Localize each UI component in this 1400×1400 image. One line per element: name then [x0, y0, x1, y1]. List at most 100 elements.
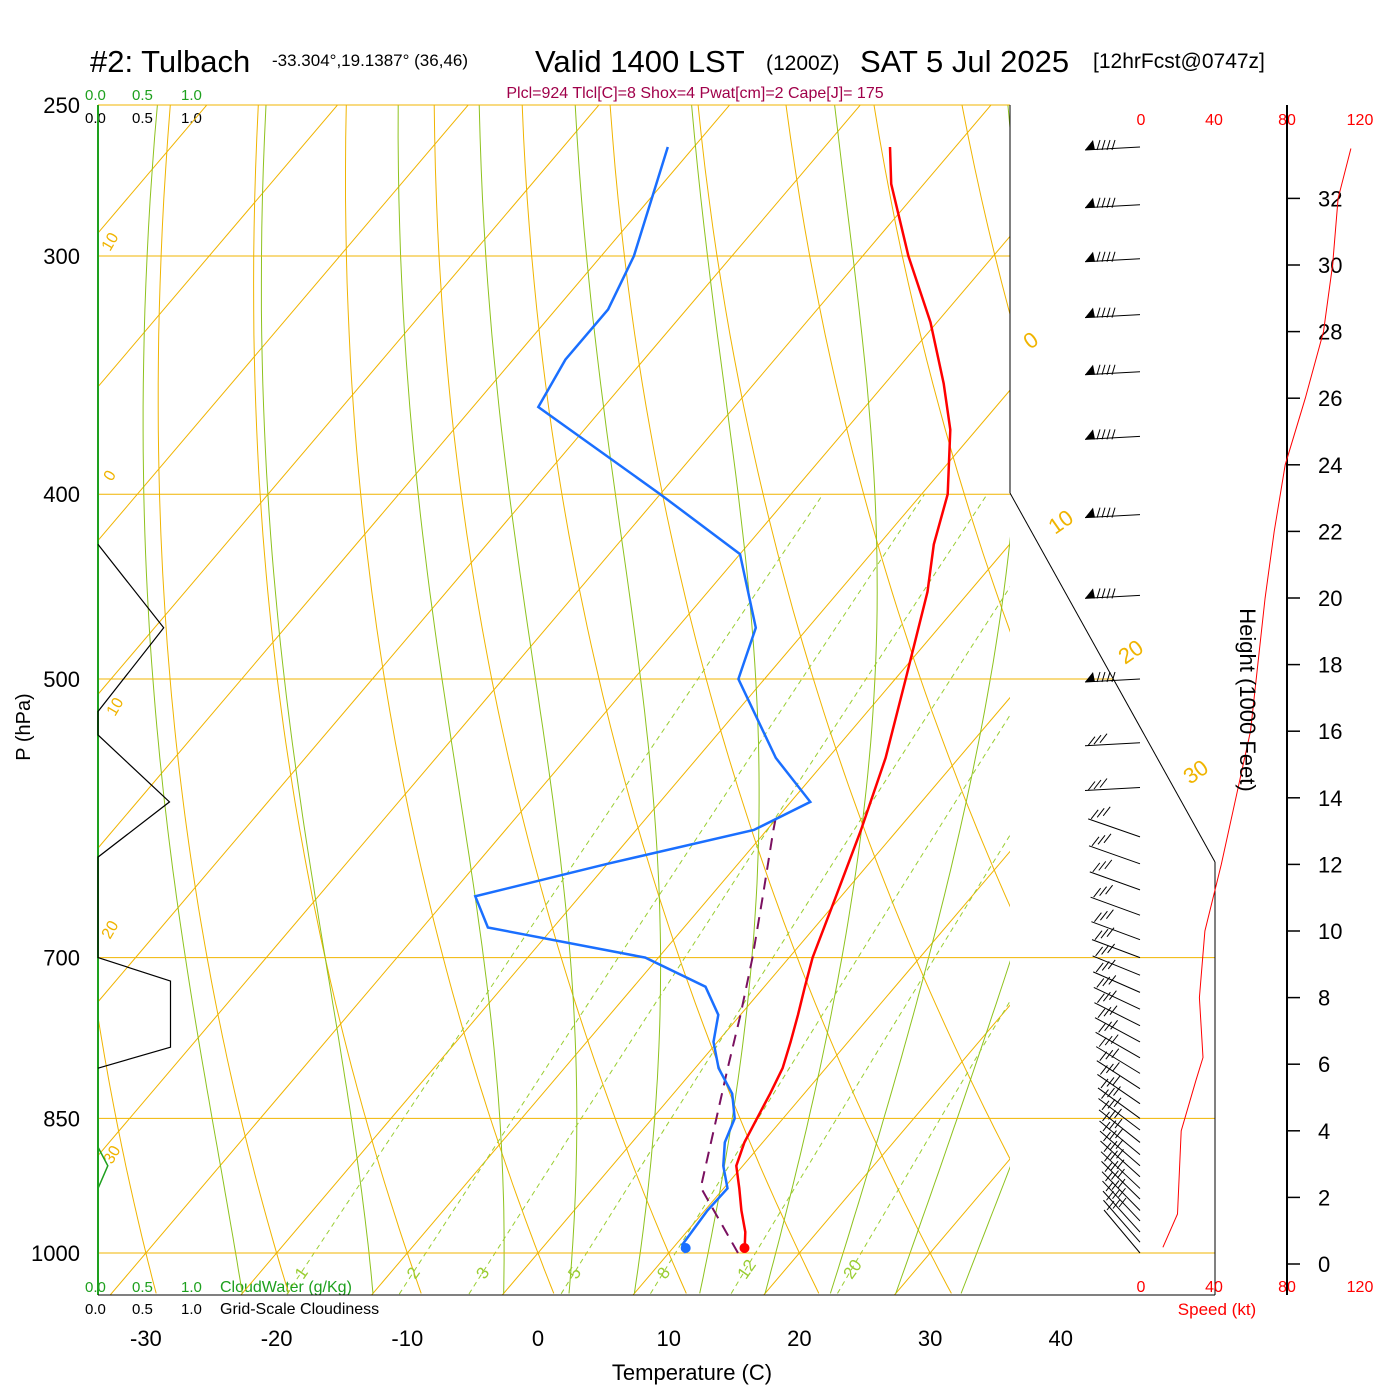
- height-tick-label: 10: [1318, 919, 1342, 944]
- wind-barb-feather: [1106, 671, 1111, 683]
- wind-barb-feather: [1096, 588, 1101, 599]
- speed-tick-bottom: 120: [1347, 1279, 1374, 1296]
- moist-adiabat-line: [764, 105, 878, 1294]
- wind-barb-feather: [1111, 588, 1116, 599]
- temperature-tick-label: 0: [532, 1326, 544, 1351]
- wind-barb-feather: [1101, 1100, 1110, 1111]
- isotherm-line: [370, 543, 1010, 1295]
- cloudwater-tick-1-bottom: 0.5: [132, 1279, 153, 1296]
- dry-adiabat-line: [345, 105, 555, 1294]
- wind-barb-feather: [1111, 507, 1116, 518]
- wind-barb-feather: [1101, 139, 1106, 151]
- wind-barb-flag: [1085, 672, 1095, 682]
- wind-barb: [1094, 990, 1141, 1027]
- wind-barb-feather: [1093, 779, 1102, 790]
- height-tick-label: 8: [1318, 986, 1330, 1011]
- cloudiness-tick-1: 0.5: [132, 110, 153, 127]
- cloudiness-tick-2: 1.0: [181, 110, 202, 127]
- wind-barb-feather: [1096, 251, 1101, 262]
- wind-barb-feather: [1111, 307, 1116, 318]
- cloudwater-line: [97, 1146, 109, 1189]
- dewpoint-line: [473, 146, 813, 1254]
- wind-barb-feather: [1112, 1062, 1120, 1072]
- wind-barb: [1091, 927, 1141, 959]
- wind-barb: [1084, 733, 1141, 747]
- station-coords: -33.304°,19.1387° (36,46): [272, 51, 468, 70]
- dry-adiabat-label: 10: [104, 695, 128, 719]
- dry-adiabat-line: [1043, 71, 1400, 1293]
- height-tick-label: 28: [1318, 320, 1342, 345]
- dry-adiabat-line: [253, 105, 422, 1294]
- wind-barb: [1084, 364, 1141, 376]
- wind-barb-feather: [1101, 197, 1106, 208]
- temperature-tick-label: -30: [130, 1326, 162, 1351]
- mixing-ratio-line: [285, 493, 824, 1295]
- dry-adiabat-line: [873, 105, 1010, 633]
- wind-barb-feather: [1101, 671, 1106, 683]
- moist-adiabat-line: [397, 105, 505, 1294]
- wind-barb-feather: [1109, 1005, 1118, 1015]
- wind-barb-feather: [1111, 364, 1116, 375]
- wind-barb-feather: [1115, 1139, 1124, 1149]
- height-tick-label: 12: [1318, 852, 1342, 877]
- height-tick-label: 4: [1318, 1119, 1330, 1144]
- wind-barb-feather: [1107, 1099, 1116, 1109]
- wind-barb-flag: [1085, 588, 1095, 599]
- height-tick-label: 2: [1318, 1185, 1330, 1210]
- height-axis-label: Height (1000 Feet): [1235, 608, 1260, 791]
- wind-barb-feather: [1100, 1065, 1108, 1075]
- moist-adiabat-line: [895, 960, 1010, 1294]
- cloudiness-line: [97, 544, 172, 1069]
- height-tick-label: 30: [1318, 253, 1342, 278]
- wind-barb-flag: [1085, 197, 1095, 208]
- wind-barb-feather: [1092, 862, 1101, 873]
- wind-barb-shaft: [1098, 1109, 1141, 1143]
- speed-tick-bottom: 40: [1205, 1279, 1223, 1296]
- wind-barb-shaft: [1102, 1190, 1141, 1233]
- mixing-ratio-label: 3: [472, 1264, 493, 1283]
- wind-barb-feather: [1101, 429, 1106, 440]
- wind-barb: [1084, 197, 1141, 209]
- wind-barb-feather: [1105, 1049, 1114, 1060]
- wind-barb-feather: [1117, 1168, 1125, 1179]
- wind-barb-feather: [1106, 429, 1111, 440]
- isotherm-line: [632, 850, 1010, 1295]
- mixing-ratio-label: 8: [653, 1264, 674, 1283]
- cloudiness-label: Grid-Scale Cloudiness: [220, 1301, 379, 1318]
- moist-adiabat-line: [574, 105, 662, 1294]
- wind-barb-shaft: [1097, 1087, 1141, 1119]
- wind-barb-feather: [1106, 588, 1111, 599]
- moist-adiabat-line: [960, 1165, 1010, 1294]
- wind-barb: [1084, 139, 1141, 151]
- wind-barb: [1095, 1019, 1141, 1059]
- plot-frame: [97, 105, 1216, 1296]
- wind-speed-line: [1162, 148, 1352, 1248]
- wind-barb-shaft: [1091, 939, 1141, 959]
- dry-adiabat-line: [1390, 71, 1400, 1293]
- wind-barb: [1084, 507, 1141, 519]
- wind-barb: [1084, 251, 1141, 263]
- mixing-ratio-line: [559, 586, 1010, 1295]
- wind-barb-shaft: [1092, 955, 1141, 976]
- wind-barb-feather: [1094, 912, 1102, 923]
- wind-barb-feather: [1111, 251, 1116, 262]
- wind-barb: [1093, 975, 1141, 1010]
- wind-barb-feather: [1100, 1078, 1109, 1089]
- wind-barb-feather: [1114, 1118, 1123, 1129]
- wind-barb-feather: [1095, 962, 1104, 973]
- wind-barb: [1090, 884, 1141, 916]
- wind-barb-flag: [1085, 429, 1095, 440]
- wind-barb: [1102, 1168, 1141, 1222]
- mixing-ratio-label: 5: [564, 1264, 585, 1283]
- wind-barb-feather: [1096, 429, 1101, 440]
- wind-barb: [1084, 588, 1141, 599]
- pressure-tick-label: 250: [43, 93, 80, 118]
- wind-barb-feather: [1102, 1121, 1111, 1132]
- wind-barb: [1088, 833, 1141, 865]
- cloud-scale-bottom: 0.0 0.5 1.0 CloudWater (g/Kg) 0.0 0.5 1.…: [85, 1279, 379, 1318]
- wind-barb-feather: [1096, 364, 1101, 375]
- isotherm-line: [240, 389, 1010, 1295]
- cloudiness-tick-2-bottom: 1.0: [181, 1301, 202, 1318]
- wind-barb-feather: [1098, 861, 1107, 871]
- wind-barb-feather: [1103, 1006, 1112, 1017]
